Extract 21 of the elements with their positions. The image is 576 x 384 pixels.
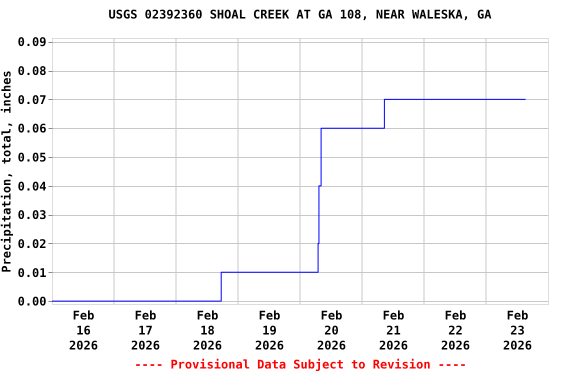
- x-tick-label: Feb 18 2026: [193, 308, 222, 352]
- x-tick-label: Feb 16 2026: [69, 308, 98, 352]
- x-tick-label: Feb 22 2026: [441, 308, 470, 352]
- y-tick-label: 0.03: [18, 208, 46, 222]
- y-tick-label: 0.07: [18, 92, 46, 107]
- y-tick-label: 0.05: [18, 150, 46, 165]
- y-tick-label: 0.06: [18, 122, 46, 136]
- x-tick-label: Feb 17 2026: [131, 308, 160, 352]
- text: ---- Provisional Data Subject to Revision ----: [134, 358, 467, 372]
- y-tick-label: 0.04: [18, 179, 46, 194]
- y-tick-label: 0.00: [18, 294, 46, 309]
- y-axis-title: Precipitation, total, inches: [0, 70, 14, 273]
- y-tick-label: 0.08: [18, 64, 46, 78]
- y-tick-label: 0.02: [18, 236, 46, 251]
- x-tick-label: Feb 20 2026: [317, 308, 346, 352]
- x-tick-label: Feb 21 2026: [379, 308, 408, 352]
- y-tick-label: 0.01: [18, 266, 46, 280]
- x-tick-label: Feb 19 2026: [255, 308, 284, 352]
- x-tick-label: Feb 23 2026: [503, 308, 532, 352]
- y-tick-label: 0.09: [18, 35, 46, 50]
- chart-title: USGS 02392360 SHOAL CREEK AT GA 108, NEAR WALESKA, GA: [108, 8, 492, 22]
